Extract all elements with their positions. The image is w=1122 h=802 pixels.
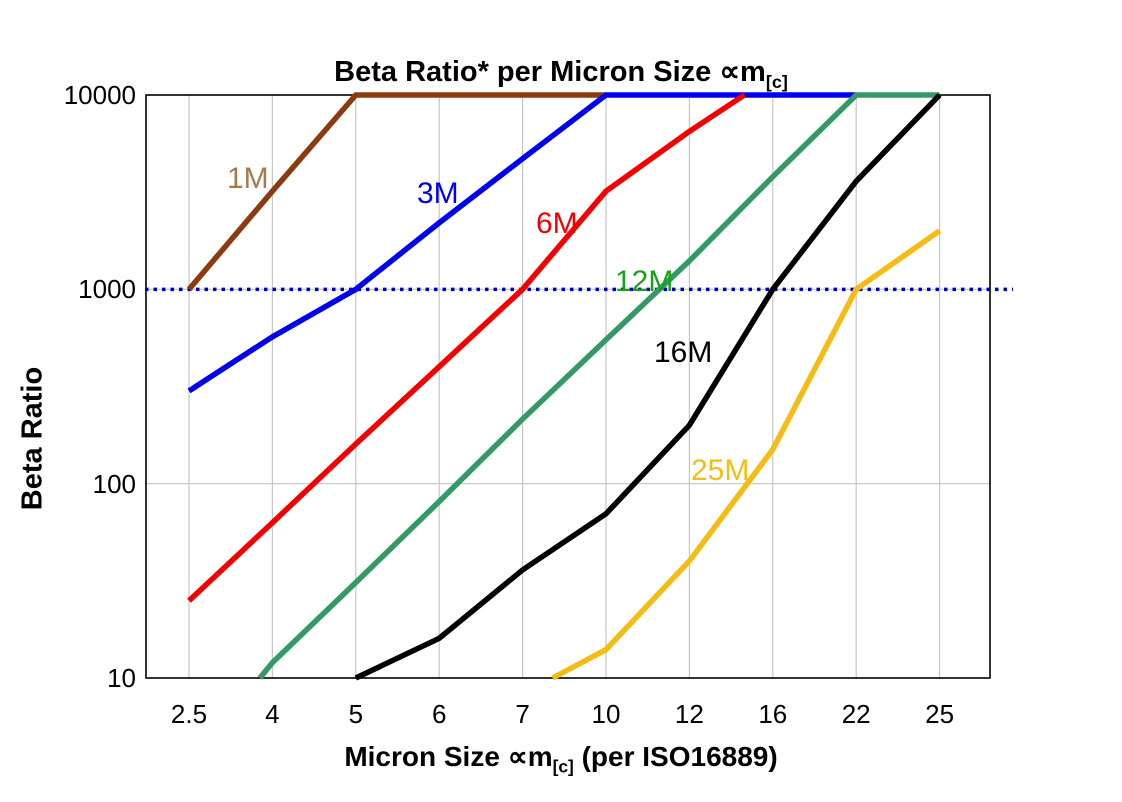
x-tick-label-2.5: 2.5 (170, 699, 208, 729)
series-line-1M (186, 92, 606, 292)
x-tick-label-10: 10 (591, 699, 621, 729)
x-tick-label-5: 5 (348, 699, 364, 729)
series-line-6M (187, 92, 746, 603)
chart-title-subscript: [c] (765, 71, 788, 92)
x-tick-label-4: 4 (265, 699, 280, 729)
series-line-3M (187, 92, 857, 394)
y-tick-label-100: 100 (92, 468, 136, 499)
chart-title-prop-symbol: ∝m (719, 56, 766, 88)
x-axis-title: Micron Size ∝m[c] (per ISO16889) (20, 740, 1102, 778)
series-line-16M (354, 93, 942, 681)
x-axis-title-text: Micron Size (344, 741, 508, 772)
y-tick-label-1000: 1000 (78, 274, 136, 305)
series-label-16M: 16M (654, 336, 713, 369)
x-tick-label-6: 6 (431, 699, 447, 729)
x-tick-label-22: 22 (841, 699, 871, 729)
y-axis-title: Beta Ratio (16, 366, 49, 511)
x-tick-label-7: 7 (515, 699, 530, 729)
y-tick-label-10000: 10000 (63, 80, 136, 110)
series-label-12M: 12M (615, 265, 674, 298)
chart-title: Beta Ratio* per Micron Size ∝m[c] (20, 54, 1102, 93)
chart-title-text: Beta Ratio* per Micron Size (334, 56, 720, 88)
series-line-12M (257, 92, 940, 680)
x-tick-label-16: 16 (758, 699, 788, 729)
x-axis-title-subscript: [c] (552, 756, 574, 777)
y-tick-label-10: 10 (107, 663, 136, 693)
series-label-1M: 1M (227, 162, 269, 195)
series-label-3M: 3M (417, 177, 459, 210)
x-axis-title-prop-symbol: ∝m (507, 741, 553, 772)
x-axis-title-suffix: (per ISO16889) (573, 741, 778, 772)
x-tick-label-25: 25 (925, 699, 955, 729)
series-line-25M (551, 228, 942, 681)
x-tick-label-12: 12 (674, 699, 704, 729)
series-label-6M: 6M (536, 207, 578, 240)
series-label-25M: 25M (691, 454, 750, 487)
